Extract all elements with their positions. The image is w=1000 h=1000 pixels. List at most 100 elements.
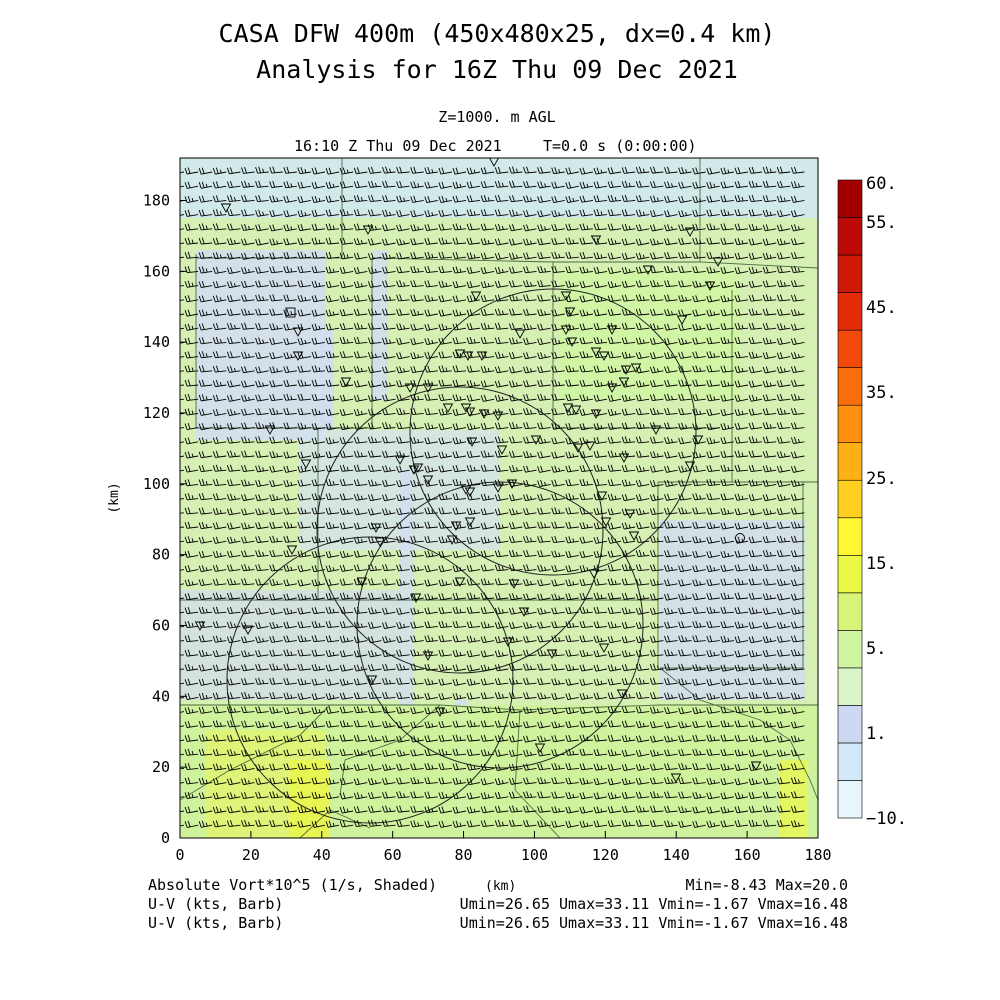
wind-barb xyxy=(494,209,509,217)
wind-barb xyxy=(537,166,551,174)
wind-barb xyxy=(748,322,763,330)
wind-barb xyxy=(776,180,791,188)
wind-barb xyxy=(382,224,396,232)
wind-barb xyxy=(353,294,368,303)
wind-barb xyxy=(621,280,636,288)
wind-barb xyxy=(241,194,255,202)
colorbar-swatch xyxy=(837,780,863,819)
wind-barb xyxy=(593,336,608,345)
wind-barb xyxy=(452,280,467,289)
wind-barb xyxy=(565,251,579,259)
wind-barb xyxy=(523,252,537,260)
colorbar xyxy=(837,179,863,819)
wind-barb xyxy=(706,337,720,345)
wind-barb xyxy=(664,224,678,232)
wind-barb xyxy=(790,224,805,232)
wind-barb xyxy=(649,280,664,288)
wind-barb xyxy=(762,180,777,188)
wind-barb xyxy=(762,322,777,330)
wind-barb xyxy=(325,181,340,189)
wind-barb xyxy=(212,323,227,331)
wind-barb xyxy=(523,308,537,316)
wind-barb xyxy=(776,252,791,260)
wind-barb xyxy=(734,294,749,303)
wind-barb xyxy=(353,238,368,246)
wind-barb xyxy=(198,323,213,331)
wind-barb xyxy=(424,280,438,288)
wind-barb xyxy=(410,251,424,260)
wind-barb xyxy=(382,195,396,203)
wind-barb xyxy=(523,238,537,246)
barb-label-1: U-V (kts, Barb) xyxy=(148,895,283,913)
wind-barb xyxy=(452,295,467,303)
wind-barb xyxy=(410,181,424,189)
wind-barb xyxy=(678,181,692,189)
wind-barb xyxy=(424,181,438,189)
wind-barb xyxy=(579,223,593,231)
wind-barb xyxy=(410,294,424,302)
wind-barb xyxy=(410,337,424,346)
wind-barb xyxy=(551,195,565,204)
wind-barb xyxy=(720,181,734,189)
wind-barb xyxy=(692,167,706,175)
wind-barb xyxy=(466,223,481,231)
wind-barb xyxy=(607,167,622,175)
wind-barb xyxy=(452,309,467,317)
wind-barb xyxy=(551,280,565,288)
wind-barb xyxy=(180,242,185,244)
wind-barb xyxy=(579,266,593,274)
wind-barb xyxy=(494,308,509,316)
wind-barb xyxy=(720,309,734,317)
wind-barb xyxy=(692,295,706,303)
wind-barb xyxy=(311,295,326,303)
wind-barb xyxy=(466,237,481,245)
wind-barb xyxy=(198,295,213,303)
wind-barb xyxy=(621,194,636,202)
wind-barb xyxy=(635,238,650,246)
wind-barb xyxy=(607,336,622,344)
wind-barb xyxy=(537,224,551,232)
wind-barb xyxy=(734,180,749,189)
wind-barb xyxy=(776,280,791,288)
colorbar-swatch xyxy=(837,442,863,481)
wind-barb xyxy=(353,281,368,289)
boundary-line xyxy=(371,257,720,429)
wind-barb xyxy=(678,337,692,345)
wind-barb xyxy=(664,238,678,246)
wind-barb xyxy=(664,181,678,189)
wind-barb xyxy=(523,166,537,174)
wind-barb xyxy=(776,238,791,246)
wind-barb xyxy=(480,223,495,231)
wind-barb xyxy=(649,323,664,331)
wind-barb xyxy=(508,280,523,288)
x-tick-label: 40 xyxy=(313,846,331,864)
wind-barb xyxy=(706,181,720,189)
wind-barb xyxy=(734,336,749,344)
wind-barb xyxy=(269,209,283,218)
wind-barb xyxy=(621,238,636,246)
wind-barb xyxy=(184,167,199,175)
wind-barb xyxy=(367,209,382,217)
wind-barb xyxy=(424,309,438,317)
wind-barb xyxy=(748,223,763,231)
wind-barb xyxy=(579,337,593,345)
wind-barb xyxy=(198,309,213,317)
wind-barb xyxy=(424,294,438,302)
wind-barb xyxy=(382,280,396,288)
wind-barb xyxy=(494,166,509,174)
wind-barb xyxy=(621,223,636,231)
wind-barb xyxy=(269,280,283,288)
wind-barb xyxy=(353,336,368,344)
level-label: Z=1000. m AGL xyxy=(438,108,555,126)
wind-barb xyxy=(184,309,199,317)
wind-barb xyxy=(180,228,185,230)
wind-barb xyxy=(508,294,523,302)
wind-barb xyxy=(396,294,410,302)
x-tick-label: 140 xyxy=(663,846,690,864)
wind-barb xyxy=(480,252,495,260)
wind-barb xyxy=(607,281,622,289)
wind-barb xyxy=(523,337,537,345)
wind-barb xyxy=(180,185,185,188)
wind-barb xyxy=(649,180,664,188)
wind-barb xyxy=(508,322,523,330)
